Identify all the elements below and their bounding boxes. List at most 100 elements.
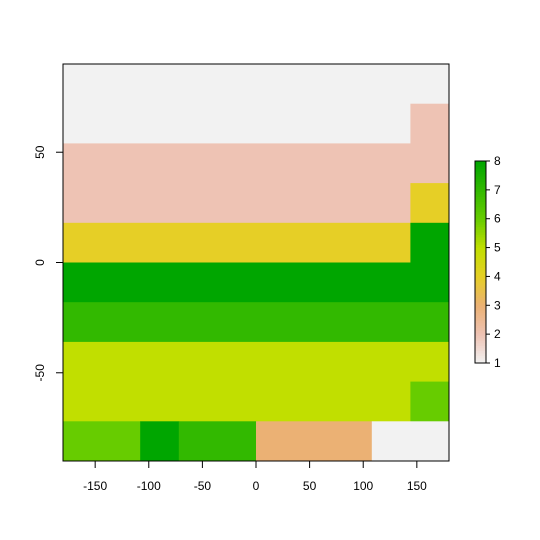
colorbar-segment xyxy=(475,284,486,288)
colorbar-segment xyxy=(475,259,486,263)
colorbar-segment xyxy=(475,337,486,341)
colorbar-segment xyxy=(475,352,486,357)
colorbar-segment xyxy=(475,236,486,240)
colorbar-segment xyxy=(475,332,486,336)
colorbar-segment xyxy=(475,322,486,326)
colorbar-segment xyxy=(475,246,486,250)
colorbar-segment xyxy=(475,203,486,208)
colorbar-segment xyxy=(475,183,486,187)
colorbar-segment xyxy=(475,340,486,344)
y-axis: -50 0 50 xyxy=(33,145,64,381)
colorbar-segment xyxy=(475,277,486,281)
colorbar-segment xyxy=(475,347,486,351)
colorbar-segment xyxy=(475,181,486,185)
colorbar-segment xyxy=(475,350,486,354)
y-tick-label: 0 xyxy=(33,259,47,266)
colorbar-segment xyxy=(475,231,486,235)
raster-cells xyxy=(63,64,450,462)
colorbar-segment xyxy=(475,289,486,293)
colorbar-segment xyxy=(475,342,486,346)
colorbar-segment xyxy=(475,221,486,225)
heatmap-cell xyxy=(63,341,450,383)
colorbar-segment xyxy=(475,161,486,165)
heatmap-cell xyxy=(371,421,450,462)
colorbar-segment xyxy=(475,234,486,238)
colorbar-segment xyxy=(475,320,486,324)
colorbar-segment xyxy=(475,335,486,339)
colorbar-segment xyxy=(475,282,486,286)
colorbar-segment xyxy=(475,241,486,245)
x-tick-label: -150 xyxy=(83,479,107,493)
colorbar-segment xyxy=(475,198,486,202)
colorbar-segment xyxy=(475,302,486,306)
colorbar-segment xyxy=(475,267,486,271)
heatmap-cell xyxy=(410,64,450,105)
colorbar-tick-label: 3 xyxy=(494,298,501,312)
heatmap-cell xyxy=(63,143,411,224)
heatmap-cell xyxy=(63,302,450,343)
colorbar-segment xyxy=(475,193,486,197)
x-tick-label: 0 xyxy=(253,479,260,493)
colorbar-segment xyxy=(475,196,486,200)
colorbar-segment xyxy=(475,214,486,218)
heatmap-cell xyxy=(140,421,180,462)
colorbar-segment xyxy=(475,186,486,190)
colorbar-segment xyxy=(475,264,486,268)
colorbar-segment xyxy=(475,176,486,180)
colorbar-segment xyxy=(475,262,486,266)
colorbar-segment xyxy=(475,287,486,291)
colorbar-segment xyxy=(475,317,486,321)
colorbar-segment xyxy=(475,312,486,316)
colorbar-segment xyxy=(475,297,486,301)
colorbar-segment xyxy=(475,191,486,195)
colorbar-tick-label: 8 xyxy=(494,154,501,168)
x-tick-label: 100 xyxy=(353,479,373,493)
colorbar-segment xyxy=(475,355,486,359)
colorbar-segment xyxy=(475,219,486,223)
colorbar-tick-label: 6 xyxy=(494,212,501,226)
colorbar-tick-label: 2 xyxy=(494,327,501,341)
colorbar-legend: 1 2 3 4 5 6 7 8 xyxy=(474,154,501,370)
colorbar-segment xyxy=(475,279,486,283)
heatmap-cell xyxy=(178,421,257,462)
colorbar-segment xyxy=(475,251,486,256)
heatmap-cell xyxy=(410,183,450,224)
colorbar-segment xyxy=(475,269,486,273)
colorbar-segment xyxy=(475,315,486,319)
colorbar-segment xyxy=(475,239,486,243)
colorbar-segment xyxy=(475,211,486,215)
colorbar-segment xyxy=(475,188,486,192)
y-tick-label: 50 xyxy=(33,145,47,159)
colorbar-segment xyxy=(475,307,486,311)
colorbar-segment xyxy=(475,345,486,349)
colorbar-tick-label: 4 xyxy=(494,269,501,283)
colorbar-tick-label: 1 xyxy=(494,356,501,370)
colorbar-segment xyxy=(475,254,486,258)
colorbar-segment xyxy=(475,168,486,172)
heatmap-cell xyxy=(256,421,373,462)
x-tick-label: 50 xyxy=(303,479,317,493)
heatmap-cell xyxy=(410,222,450,263)
colorbar-segment xyxy=(475,272,486,276)
colorbar-segment xyxy=(475,216,486,220)
colorbar-segment xyxy=(475,206,486,210)
heatmap-cell xyxy=(63,381,411,422)
colorbar-tick-label: 7 xyxy=(494,183,501,197)
colorbar-segment xyxy=(475,294,486,298)
colorbar-segment xyxy=(475,304,486,309)
colorbar-tick-label: 5 xyxy=(494,241,501,255)
heatmap-cell xyxy=(63,421,141,462)
colorbar-segment xyxy=(475,224,486,228)
heatmap-cell xyxy=(410,103,450,184)
colorbar-segment xyxy=(475,201,486,205)
colorbar-segment xyxy=(475,208,486,213)
heatmap-cell xyxy=(63,262,450,303)
x-axis: -150 -100 -50 0 50 100 150 xyxy=(83,460,427,493)
colorbar-segment xyxy=(475,325,486,329)
colorbar-segment xyxy=(475,171,486,175)
colorbar-segment xyxy=(475,309,486,314)
colorbar-segment xyxy=(475,357,486,362)
x-tick-label: -100 xyxy=(137,479,161,493)
colorbar-segment xyxy=(475,327,486,331)
